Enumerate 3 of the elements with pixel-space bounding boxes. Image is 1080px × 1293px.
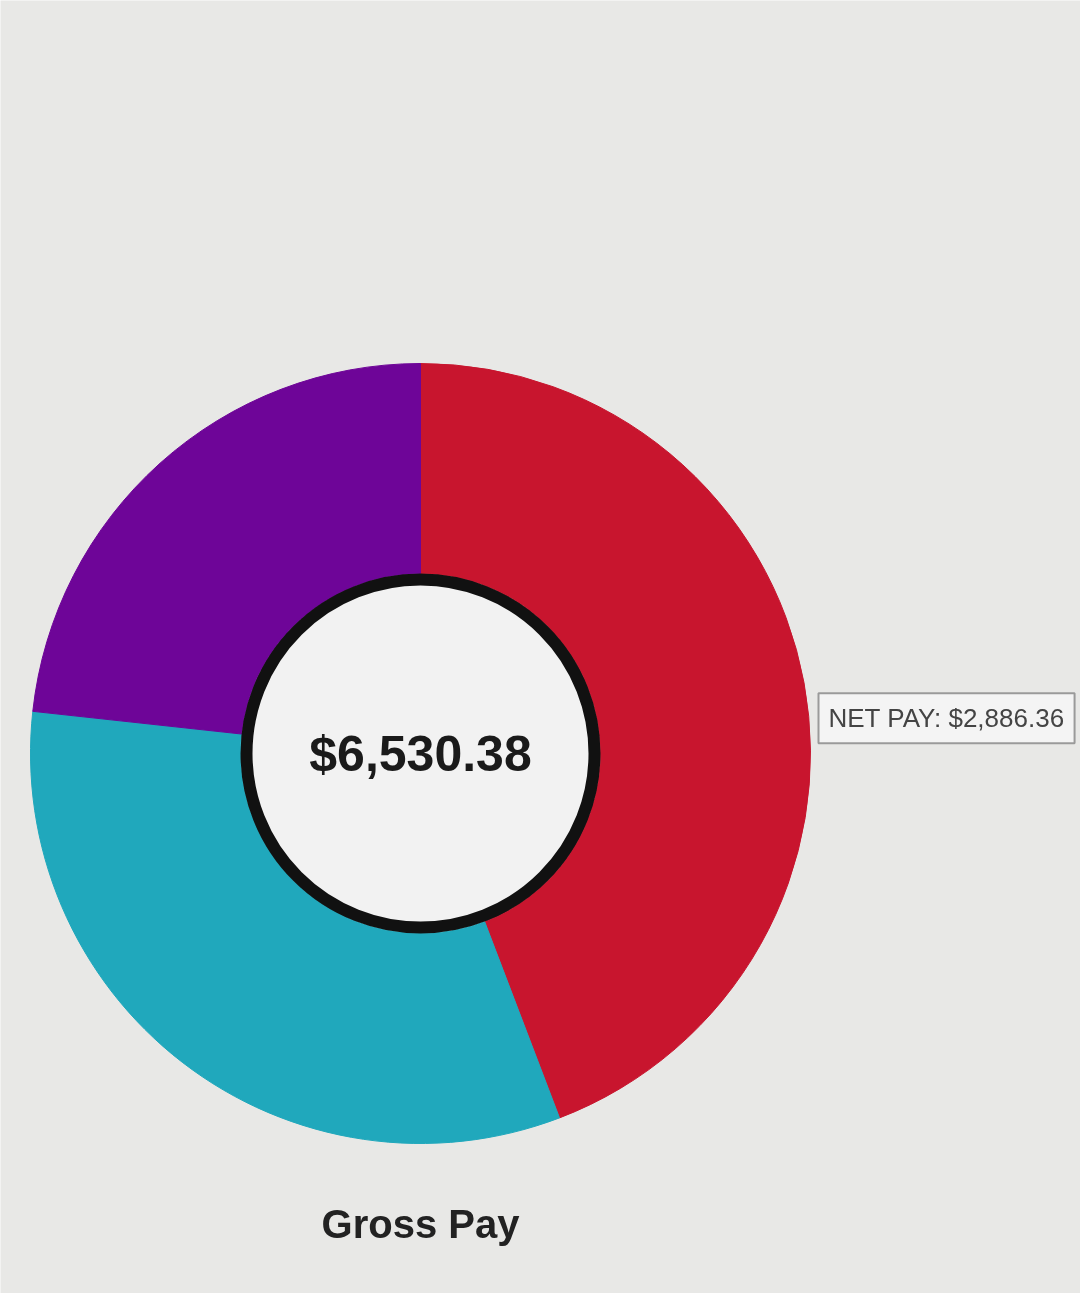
text: Gross Pay <box>321 1201 521 1246</box>
text: $6,530.38 <box>309 725 532 782</box>
slice-label: NET PAY: $2,886.36 <box>828 703 1065 734</box>
